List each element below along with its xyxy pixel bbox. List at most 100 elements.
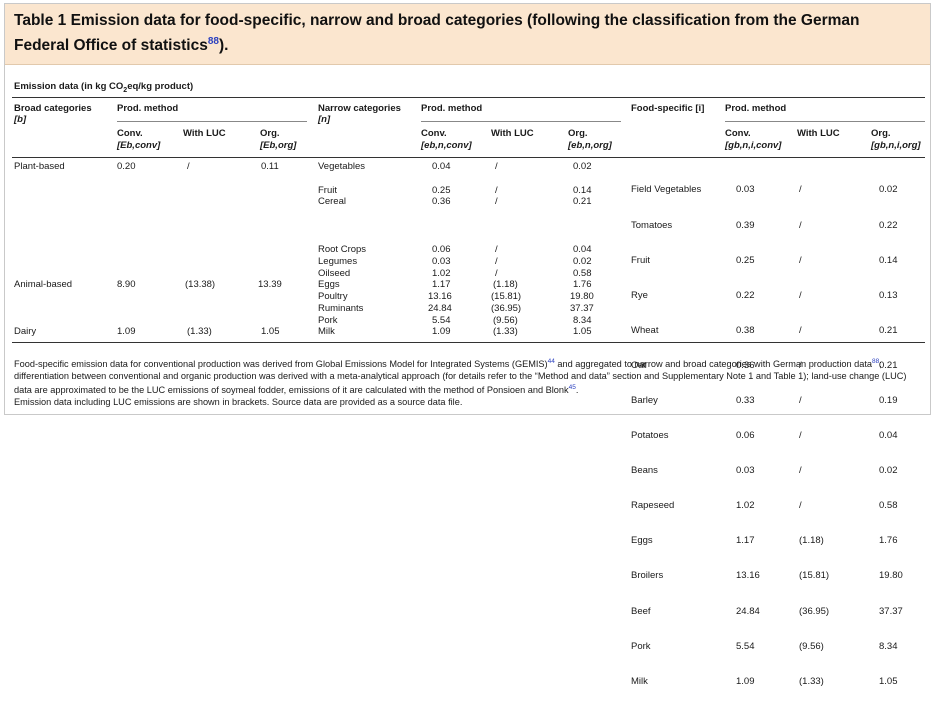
food-conv: 0.25 xyxy=(736,254,755,266)
narrow-luc: (1.18) xyxy=(493,279,518,290)
reference-link-88[interactable]: 88 xyxy=(872,358,880,365)
food-name: Broilers xyxy=(631,570,664,582)
narrow-name: Root Crops xyxy=(318,244,367,255)
header-org-n: Org. xyxy=(568,128,588,139)
header-conv-n: Conv. xyxy=(421,128,447,139)
header-prod-method-i: Prod. method xyxy=(725,103,787,114)
rule-prod-n xyxy=(421,121,621,122)
broad-name-animal: Animal-based xyxy=(14,279,73,290)
header-conv-b: Conv. xyxy=(117,128,143,139)
food-org: 0.58 xyxy=(879,500,898,512)
narrow-org: 19.80 xyxy=(570,291,594,302)
header-luc-i: With LUC xyxy=(797,128,840,139)
header-conv-n-sym: [eb,n,conv] xyxy=(421,140,472,151)
narrow-conv: 0.36 xyxy=(432,196,451,207)
food-name: Eggs xyxy=(631,535,653,547)
narrow-luc: / xyxy=(495,268,498,279)
caption-after: eq/kg product) xyxy=(127,81,194,92)
reference-link-45[interactable]: 45 xyxy=(568,384,576,392)
food-luc: (15.81) xyxy=(799,570,830,582)
header-broad-sym: [b] xyxy=(14,114,27,125)
header-prod-method-b: Prod. method xyxy=(117,103,179,114)
header-org-i-sym: [gb,n,i,org] xyxy=(871,140,921,151)
table-caption: Emission data (in kg CO2eq/kg product) xyxy=(14,81,193,94)
narrow-conv: 5.54 xyxy=(432,315,451,326)
header-narrow-sym: [n] xyxy=(318,114,331,125)
food-name: Field Vegetables xyxy=(631,184,702,196)
food-conv: 0.22 xyxy=(736,289,755,301)
broad-luc-plant: / xyxy=(187,161,190,172)
food-luc-column: / / / / / / / / / / (1.18) (15.81) (36.9… xyxy=(799,161,829,711)
narrow-conv: 13.16 xyxy=(428,291,452,302)
narrow-name: Pork xyxy=(318,315,338,326)
narrow-org: 0.58 xyxy=(573,268,592,279)
narrow-conv: 0.25 xyxy=(432,185,451,196)
header-conv-b-sym: [Eb,conv] xyxy=(117,140,161,151)
narrow-name: Eggs xyxy=(318,279,340,290)
footnote-part-1: Food-specific emission data for conventi… xyxy=(14,359,548,370)
narrow-conv: 1.09 xyxy=(432,326,451,337)
header-org-b-sym: [Eb,org] xyxy=(260,140,297,151)
broad-conv-plant: 0.20 xyxy=(117,161,136,172)
food-conv: 0.03 xyxy=(736,465,755,477)
food-luc: (1.18) xyxy=(799,535,824,547)
broad-luc-dairy: (1.33) xyxy=(187,326,212,337)
header-food: Food-specific [i] xyxy=(631,103,705,114)
narrow-luc: (36.95) xyxy=(491,303,522,314)
food-luc: / xyxy=(799,219,802,231)
narrow-luc: (9.56) xyxy=(493,315,518,326)
footnote-part-2: and aggregated to narrow and broad categ… xyxy=(554,359,873,370)
footnote-part-4: . xyxy=(575,385,579,396)
food-luc: / xyxy=(799,254,802,266)
narrow-luc: / xyxy=(495,185,498,196)
narrow-org: 0.04 xyxy=(573,244,592,255)
food-name: Beef xyxy=(631,605,651,617)
narrow-conv: 0.03 xyxy=(432,256,451,267)
food-org: 19.80 xyxy=(879,570,903,582)
footnote-paragraph: Food-specific emission data for conventi… xyxy=(14,356,924,396)
food-org: 0.02 xyxy=(879,184,898,196)
food-org: 0.14 xyxy=(879,254,898,266)
narrow-luc: / xyxy=(495,256,498,267)
food-org: 1.05 xyxy=(879,675,898,687)
broad-luc-animal: (13.38) xyxy=(185,279,216,290)
food-luc: / xyxy=(799,359,802,371)
food-name: Tomatoes xyxy=(631,219,673,231)
title-end: ). xyxy=(218,37,229,55)
narrow-name: Vegetables xyxy=(318,161,366,172)
narrow-luc: (1.33) xyxy=(493,326,518,337)
footnote-part-3: ; differentiation between conventional a… xyxy=(14,359,907,396)
food-org: 0.21 xyxy=(879,324,898,336)
broad-conv-animal: 8.90 xyxy=(117,279,136,290)
food-name: Wheat xyxy=(631,324,659,336)
narrow-conv: 1.17 xyxy=(432,279,451,290)
narrow-name: Ruminants xyxy=(318,303,364,314)
narrow-org: 1.76 xyxy=(573,279,592,290)
narrow-luc: / xyxy=(495,161,498,172)
rule-top xyxy=(12,97,925,98)
header-luc-n: With LUC xyxy=(491,128,534,139)
food-org: 0.22 xyxy=(879,219,898,231)
caption-before: Emission data (in kg CO xyxy=(14,81,124,92)
food-org: 0.04 xyxy=(879,430,898,442)
reference-link-44[interactable]: 44 xyxy=(547,358,555,365)
narrow-conv: 24.84 xyxy=(428,303,452,314)
food-luc: / xyxy=(799,465,802,477)
food-conv: 0.06 xyxy=(736,430,755,442)
title-reference-link[interactable]: 88 xyxy=(207,36,219,47)
broad-org-dairy: 1.05 xyxy=(261,326,280,337)
food-luc: (36.95) xyxy=(799,605,830,617)
food-conv: 1.02 xyxy=(736,500,755,512)
narrow-conv: 0.06 xyxy=(432,244,451,255)
food-name: Pork xyxy=(631,640,651,652)
narrow-org: 0.14 xyxy=(573,185,592,196)
broad-name-dairy: Dairy xyxy=(14,326,37,337)
food-name: Rapeseed xyxy=(631,500,675,512)
food-conv: 0.39 xyxy=(736,219,755,231)
header-prod-method-n: Prod. method xyxy=(421,103,483,114)
narrow-name: Milk xyxy=(318,326,335,337)
food-conv: 0.03 xyxy=(736,184,755,196)
food-luc: / xyxy=(799,184,802,196)
header-conv-i-sym: [gb,n,i,conv] xyxy=(725,140,782,151)
header-org-i: Org. xyxy=(871,128,891,139)
